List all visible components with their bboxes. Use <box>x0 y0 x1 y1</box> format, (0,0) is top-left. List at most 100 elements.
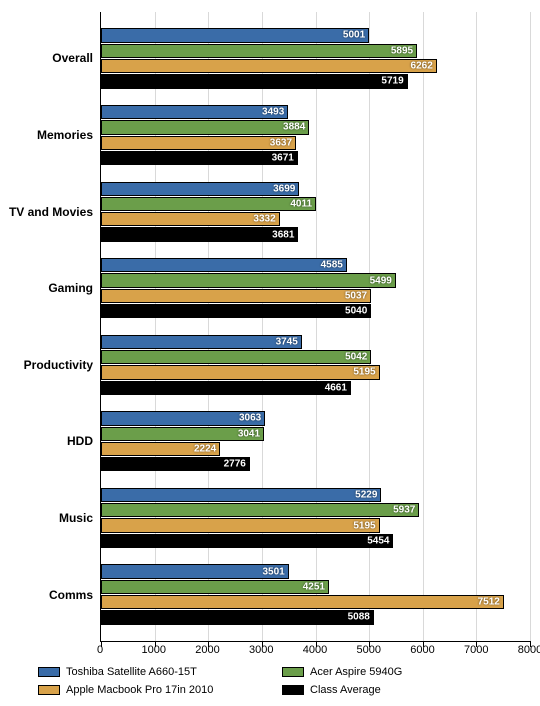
category-block: Music5229593751955454 <box>101 488 530 548</box>
plot-row: Overall5001 5895 6262 5719 Memories 3493 3884 3… <box>10 12 530 642</box>
bar-value-label: 5195 <box>353 367 375 378</box>
bar-acer <box>101 503 419 517</box>
bar-row: 3884 <box>101 120 309 134</box>
legend-label: Toshiba Satellite A660-15T <box>66 666 197 678</box>
legend-item: Acer Aspire 5940G <box>282 666 502 678</box>
bar-row: 5895 <box>101 44 417 58</box>
bar-row: 4251 <box>101 580 329 594</box>
bar-row: 5088 <box>101 610 374 624</box>
category-label: Gaming <box>48 281 101 295</box>
bar-value-label: 3681 <box>272 229 294 240</box>
category-label: Overall <box>52 51 101 65</box>
bar-value-label: 3637 <box>270 137 292 148</box>
category-label: Memories <box>37 128 101 142</box>
bar-value-label: 5895 <box>391 45 413 56</box>
bar-row: 3332 <box>101 212 280 226</box>
bar-toshiba <box>101 182 299 196</box>
bar-value-label: 3745 <box>276 336 298 347</box>
bar-row: 5499 <box>101 273 396 287</box>
bar-row: 4661 <box>101 381 351 395</box>
bar-row: 3493 <box>101 105 288 119</box>
bar-row: 3501 <box>101 564 289 578</box>
legend-swatch <box>282 685 304 695</box>
bar-row: 5195 <box>101 518 380 532</box>
bar-toshiba <box>101 564 289 578</box>
bar-row: 2224 <box>101 442 220 456</box>
legend-swatch <box>282 667 304 677</box>
legend-item: Apple Macbook Pro 17in 2010 <box>38 684 258 696</box>
y-axis-gutter <box>10 12 100 642</box>
bar-value-label: 3041 <box>238 428 260 439</box>
x-tick-label: 0 <box>97 644 103 656</box>
grid-line <box>530 12 531 641</box>
bar-value-label: 3884 <box>283 122 305 133</box>
bar-row: 5037 <box>101 289 371 303</box>
bar-toshiba <box>101 335 302 349</box>
category-block: Overall5001589562625719 <box>101 28 530 88</box>
bar-value-label: 5719 <box>381 76 403 87</box>
category-block: HDD3063304122242776 <box>101 411 530 471</box>
bar-acer <box>101 44 417 58</box>
bar-apple <box>101 595 504 609</box>
bar-row: 3063 <box>101 411 265 425</box>
bar-row: 3041 <box>101 427 264 441</box>
x-tick-label: 1000 <box>142 644 166 656</box>
bar-value-label: 3699 <box>273 183 295 194</box>
bar-apple <box>101 518 380 532</box>
x-axis: 010002000300040005000600070008000 <box>100 642 530 660</box>
bar-row: 3637 <box>101 136 296 150</box>
bar-toshiba <box>101 488 381 502</box>
bar-row: 2776 <box>101 457 250 471</box>
bar-acer <box>101 120 309 134</box>
bar-class <box>101 304 371 318</box>
x-tick-label: 6000 <box>410 644 434 656</box>
category-label: Comms <box>49 588 101 602</box>
bar-class <box>101 610 374 624</box>
category-block: Comms3501425175125088 <box>101 564 530 624</box>
bar-value-label: 4585 <box>321 260 343 271</box>
category-block: TV and Movies3699401133323681 <box>101 182 530 242</box>
bar-row: 6262 <box>101 59 437 73</box>
bar-acer <box>101 273 396 287</box>
bar-toshiba <box>101 105 288 119</box>
bar-value-label: 6262 <box>411 61 433 72</box>
bar-acer <box>101 197 316 211</box>
bar-class <box>101 151 298 165</box>
category-block: Memories3493388436373671 <box>101 105 530 165</box>
legend-swatch <box>38 667 60 677</box>
legend-label: Apple Macbook Pro 17in 2010 <box>66 684 213 696</box>
legend-swatch <box>38 685 60 695</box>
bar-acer <box>101 350 371 364</box>
bar-class <box>101 74 408 88</box>
bar-toshiba <box>101 28 369 42</box>
bar-row: 5001 <box>101 28 369 42</box>
bar-value-label: 5040 <box>345 306 367 317</box>
legend-item: Toshiba Satellite A660-15T <box>38 666 258 678</box>
bar-value-label: 5042 <box>345 352 367 363</box>
bar-value-label: 3493 <box>262 107 284 118</box>
bar-apple <box>101 289 371 303</box>
x-tick-label: 3000 <box>249 644 273 656</box>
bar-value-label: 5088 <box>348 612 370 623</box>
bar-value-label: 4011 <box>290 198 312 209</box>
bar-value-label: 4661 <box>325 382 347 393</box>
bar-row: 5937 <box>101 503 419 517</box>
bar-value-label: 4251 <box>303 581 325 592</box>
category-label: HDD <box>67 434 101 448</box>
legend: Toshiba Satellite A660-15T Acer Aspire 59… <box>10 666 530 696</box>
bar-row: 3681 <box>101 227 298 241</box>
bar-class <box>101 381 351 395</box>
bar-row: 7512 <box>101 595 504 609</box>
bar-row: 5719 <box>101 74 408 88</box>
bar-apple <box>101 365 380 379</box>
category-label: Productivity <box>24 358 101 372</box>
bar-row: 3671 <box>101 151 298 165</box>
bar-value-label: 5937 <box>393 505 415 516</box>
bar-class <box>101 534 393 548</box>
bar-value-label: 5195 <box>353 520 375 531</box>
bar-row: 3745 <box>101 335 302 349</box>
bar-row: 4585 <box>101 258 347 272</box>
bar-value-label: 3671 <box>272 152 294 163</box>
bar-acer <box>101 580 329 594</box>
bar-row: 5040 <box>101 304 371 318</box>
